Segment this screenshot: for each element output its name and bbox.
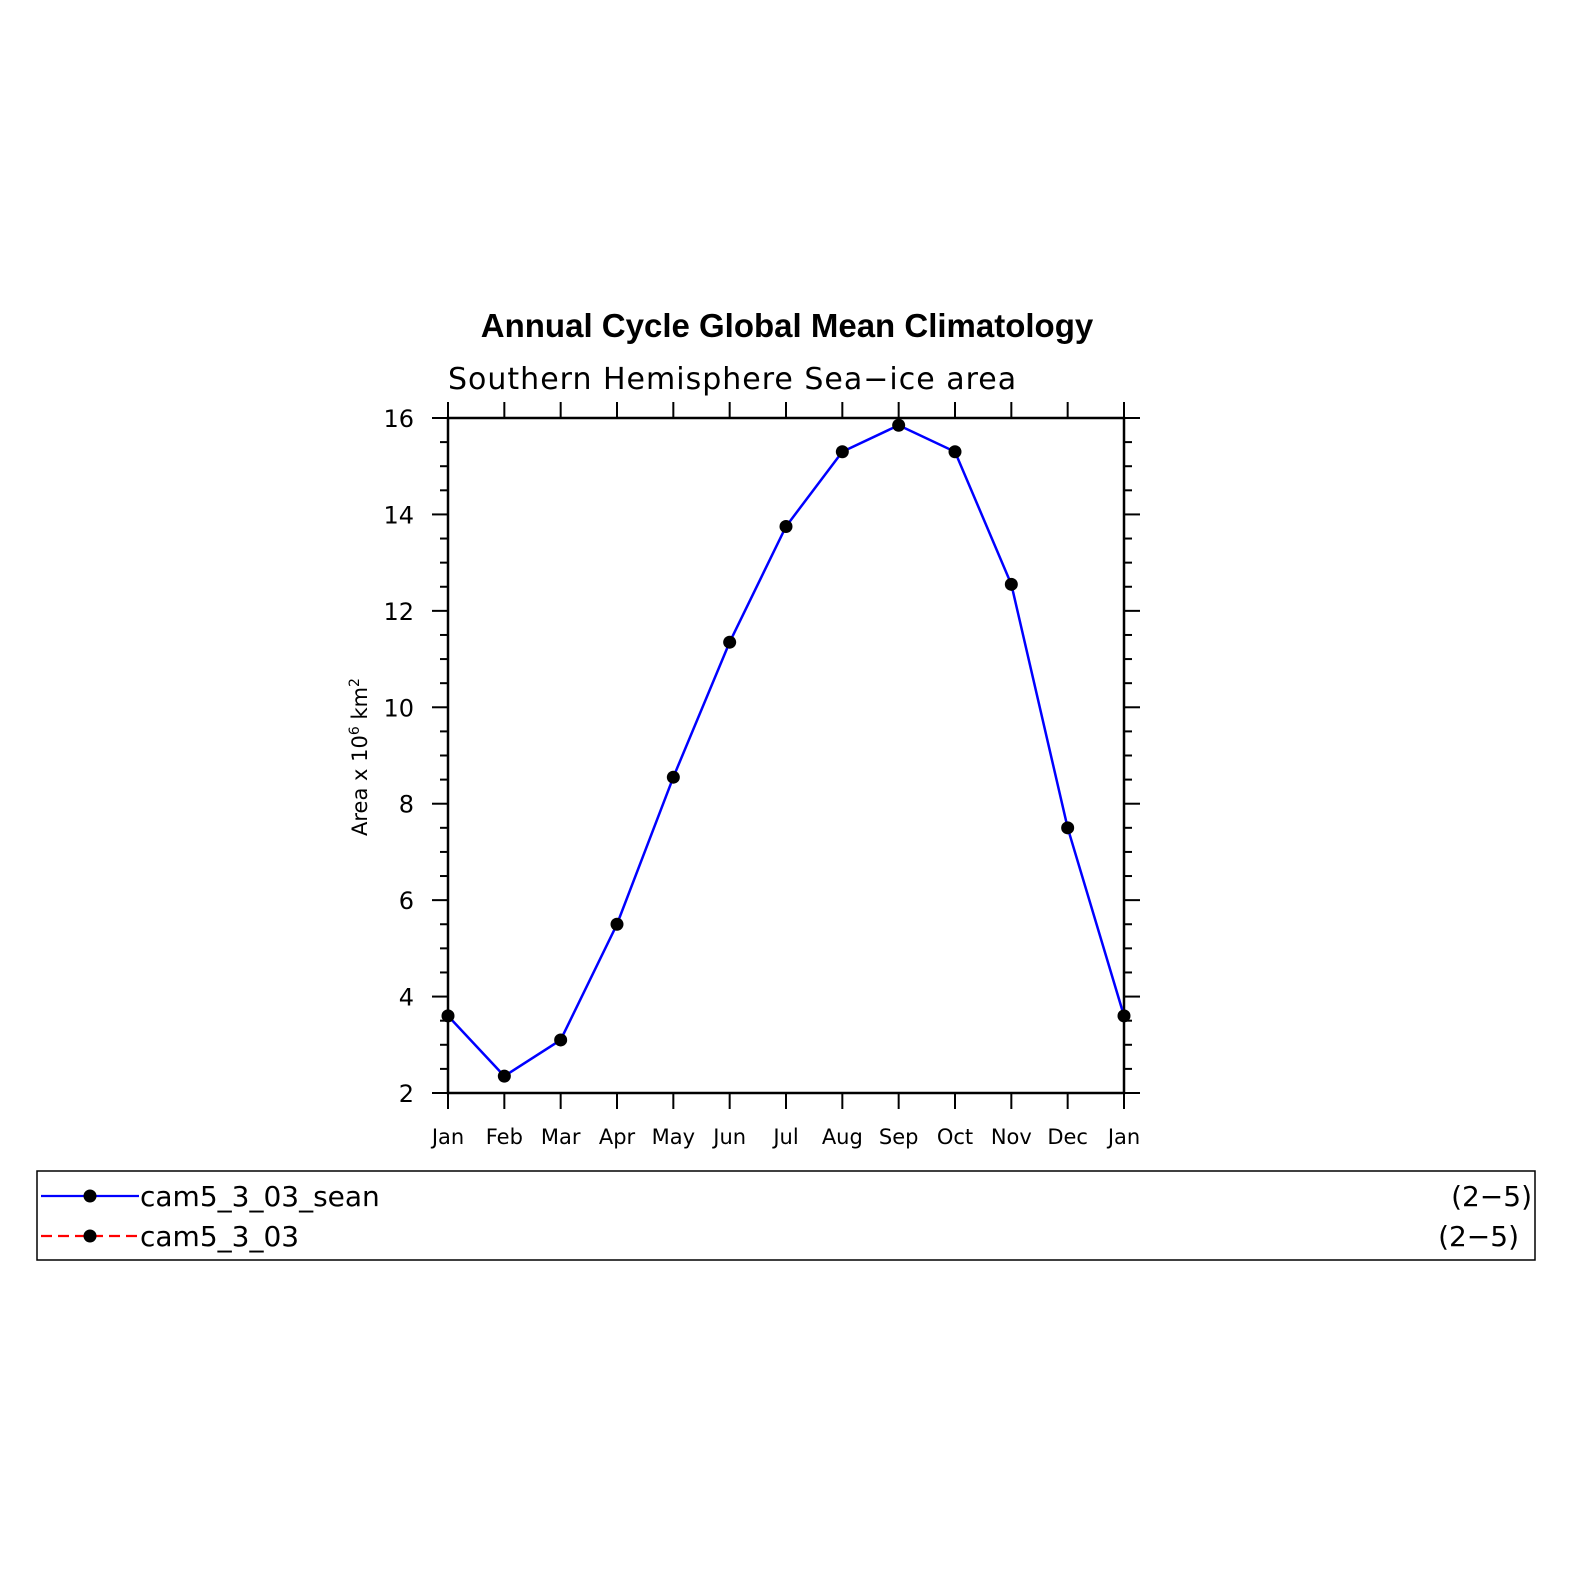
x-axis-ticks: Jan Feb Mar Apr May Jun Jul Aug Sep Oct Nov Dec Jan: [430, 402, 1140, 1149]
x-tick-label: May: [652, 1125, 695, 1149]
data-point: [892, 418, 906, 432]
x-tick-label: Aug: [822, 1125, 863, 1149]
data-point: [1004, 577, 1018, 591]
data-point: [610, 917, 624, 931]
x-tick-label: Sep: [879, 1125, 919, 1149]
data-point: [497, 1069, 511, 1083]
x-tick-label: Oct: [937, 1125, 973, 1149]
y-tick-label: 6: [399, 887, 414, 915]
legend-range: (2−5): [1438, 1220, 1519, 1253]
data-point: [835, 445, 849, 459]
x-tick-label: Nov: [991, 1125, 1032, 1149]
y-tick-label: 8: [399, 791, 414, 819]
legend: cam5_3_03_sean (2−5) cam5_3_03 (2−5): [41, 1180, 1532, 1253]
x-tick-label: Mar: [541, 1125, 581, 1149]
data-point: [554, 1033, 568, 1047]
y-tick-label: 2: [399, 1080, 414, 1108]
legend-marker: [83, 1189, 97, 1203]
y-tick-label: 14: [383, 501, 414, 529]
y-tick-label: 4: [399, 984, 414, 1012]
legend-label: cam5_3_03: [140, 1220, 299, 1253]
axes: [446, 416, 1126, 1095]
x-tick-label: Dec: [1047, 1125, 1088, 1149]
x-tick-label: Jul: [771, 1125, 798, 1149]
x-tick-label: Jan: [1106, 1125, 1140, 1149]
legend-range: (2−5): [1451, 1180, 1532, 1213]
legend-box: [36, 1170, 1536, 1261]
data-point: [779, 519, 793, 533]
data-point: [666, 770, 680, 784]
y-tick-label: 10: [383, 694, 414, 722]
legend-marker: [83, 1229, 97, 1243]
series-layer: [441, 418, 1131, 1083]
x-tick-label: Apr: [599, 1125, 636, 1149]
chart-subtitle: Southern Hemisphere Sea−ice area: [448, 362, 1017, 397]
y-axis-label: Area x 106 km2: [347, 678, 372, 836]
x-tick-label: Jun: [711, 1125, 746, 1149]
plot-frame: [446, 416, 1126, 1095]
x-tick-label: Feb: [486, 1125, 523, 1149]
data-point: [1061, 821, 1075, 835]
data-point: [948, 445, 962, 459]
data-point: [1117, 1009, 1131, 1023]
data-point: [723, 635, 737, 649]
data-point: [441, 1009, 455, 1023]
chart-title: Annual Cycle Global Mean Climatology: [481, 307, 1094, 344]
x-tick-label: Jan: [430, 1125, 464, 1149]
y-tick-label: 12: [383, 598, 414, 626]
y-tick-label: 16: [383, 405, 414, 433]
y-axis-ticks: 2 4 6 8 10 12 14 16: [383, 405, 1140, 1108]
legend-label: cam5_3_03_sean: [140, 1180, 380, 1213]
